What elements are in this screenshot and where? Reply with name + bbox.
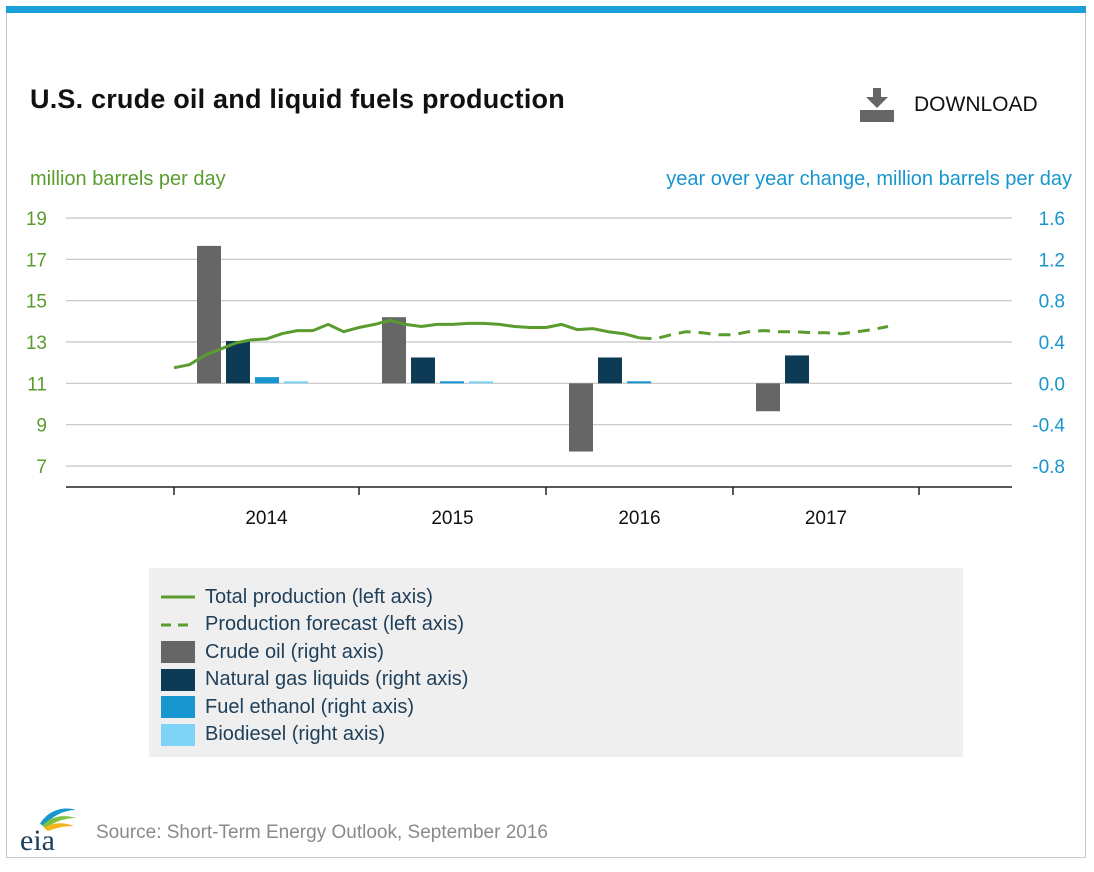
right-tick-label: 1.2	[1039, 250, 1065, 271]
legend-item: Fuel ethanol (right axis)	[161, 694, 414, 720]
legend: Total production (left axis) Production f…	[149, 568, 963, 757]
right-tick-label: 0.8	[1039, 292, 1065, 313]
legend-item: Natural gas liquids (right axis)	[161, 667, 468, 693]
legend-swatch	[161, 696, 195, 718]
legend-item: Crude oil (right axis)	[161, 639, 384, 665]
x-tick-label: 2015	[431, 508, 473, 529]
left-tick-label: 11	[27, 374, 47, 395]
accent-bar	[6, 6, 1086, 13]
bar-crude-2014	[197, 245, 221, 384]
bar-ngl-2017	[785, 355, 809, 384]
x-tick-label: 2014	[245, 508, 288, 529]
right-axis-unit: year over year change, million barrels p…	[666, 168, 1072, 190]
total-production-line	[173, 318, 640, 370]
bar-ngl-2015	[411, 357, 435, 384]
right-tick-label: 0.0	[1039, 374, 1065, 395]
legend-item: Production forecast (left axis)	[161, 612, 464, 638]
legend-item: Biodiesel (right axis)	[161, 722, 385, 748]
legend-label: Total production (left axis)	[205, 585, 433, 608]
bar-ethanol-2016	[627, 381, 651, 384]
x-tick-label: 2017	[805, 508, 847, 529]
eia-logo-text: eia	[20, 824, 55, 854]
download-icon	[860, 88, 894, 122]
legend-swatch	[161, 641, 195, 663]
eia-logo: eia	[20, 808, 76, 854]
legend-label: Fuel ethanol (right axis)	[205, 695, 414, 718]
chart-plot: 19 17 15 13 11 9 7 1.6 1.2 0.8 0.4 0.0 -0.4 -0.8 2014 2…	[26, 209, 1066, 529]
bar-crude-2015	[382, 317, 406, 384]
right-tick-label: 0.4	[1039, 333, 1066, 354]
left-tick-label: 13	[26, 333, 47, 354]
legend-label: Crude oil (right axis)	[205, 640, 384, 663]
legend-swatch	[161, 586, 195, 608]
bar-biodiesel-2014	[284, 381, 308, 384]
right-tick-label: 1.6	[1039, 209, 1065, 230]
chart-title: U.S. crude oil and liquid fuels producti…	[30, 84, 565, 114]
legend-swatch	[161, 614, 195, 636]
source-note: Source: Short-Term Energy Outlook, Septe…	[96, 822, 549, 843]
forecast-line	[639, 325, 889, 341]
right-tick-label: -0.8	[1032, 457, 1065, 478]
legend-item: Total production (left axis)	[161, 584, 433, 610]
left-tick-label: 17	[26, 250, 47, 271]
left-tick-label: 15	[26, 292, 47, 313]
right-tick-label: -0.4	[1032, 416, 1065, 437]
left-tick-label: 7	[36, 457, 47, 478]
legend-swatch	[161, 723, 195, 746]
legend-swatch	[161, 668, 195, 691]
legend-label: Production forecast (left axis)	[205, 613, 464, 635]
bar-ethanol-2014	[255, 377, 279, 384]
left-axis-unit: million barrels per day	[30, 168, 226, 190]
bar-crude-2016	[569, 383, 593, 452]
legend-label: Biodiesel (right axis)	[205, 723, 386, 745]
x-tick-label: 2016	[618, 508, 660, 529]
bar-ngl-2014	[226, 340, 250, 384]
bar-biodiesel-2015	[469, 381, 493, 384]
download-label: DOWNLOAD	[914, 93, 1038, 116]
bar-ngl-2016	[598, 357, 622, 384]
bar-crude-2017	[756, 383, 780, 412]
left-tick-label: 9	[36, 416, 47, 437]
download-button[interactable]: DOWNLOAD	[860, 88, 1038, 122]
legend-label: Natural gas liquids (right axis)	[205, 668, 469, 690]
left-tick-label: 19	[26, 209, 47, 230]
bar-ethanol-2015	[440, 381, 464, 384]
